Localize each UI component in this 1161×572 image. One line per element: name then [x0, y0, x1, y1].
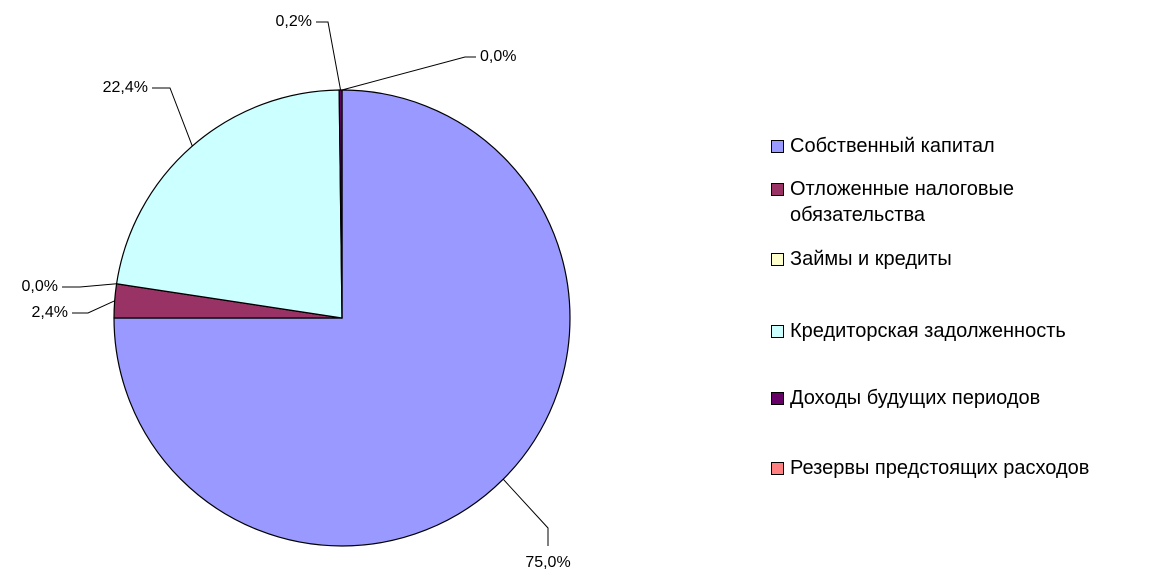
legend-label: Отложенные налоговые обязательства	[790, 178, 1015, 226]
leader-line	[341, 56, 476, 91]
data-label: 0,0%	[480, 48, 516, 65]
legend-item: Собственный капитал	[771, 133, 1090, 159]
legend-swatch	[771, 253, 784, 266]
pie-slice	[115, 89, 343, 319]
legend-swatch	[771, 325, 784, 338]
data-label: 0,0%	[22, 278, 58, 295]
legend-item: Кредиторская задолженность	[771, 318, 1090, 344]
legend-item: Займы и кредиты	[771, 246, 1090, 272]
legend-label: Кредиторская задолженность	[790, 320, 1066, 342]
leader-line	[62, 283, 117, 288]
leader-line	[72, 300, 115, 314]
legend-swatch	[771, 462, 784, 475]
legend-item: Резервы предстоящих расходов	[771, 455, 1090, 481]
leader-line	[502, 478, 549, 546]
leader-line	[152, 87, 193, 147]
leader-line	[316, 21, 342, 91]
legend-swatch	[771, 183, 784, 196]
legend-item: Доходы будущих периодов	[771, 385, 1090, 411]
data-label: 0,2%	[276, 13, 312, 30]
legend-item: Отложенные налоговые обязательства	[771, 176, 1090, 228]
legend-label: Резервы предстоящих расходов	[790, 457, 1090, 479]
data-label: 2,4%	[32, 304, 68, 321]
legend-label: Собственный капитал	[790, 135, 995, 157]
data-label: 75,0%	[525, 554, 570, 571]
legend-label: Займы и кредиты	[790, 248, 952, 270]
data-label: 22,4%	[103, 79, 148, 96]
legend-swatch	[771, 392, 784, 405]
legend-label: Доходы будущих периодов	[790, 387, 1041, 409]
legend-swatch	[771, 140, 784, 153]
